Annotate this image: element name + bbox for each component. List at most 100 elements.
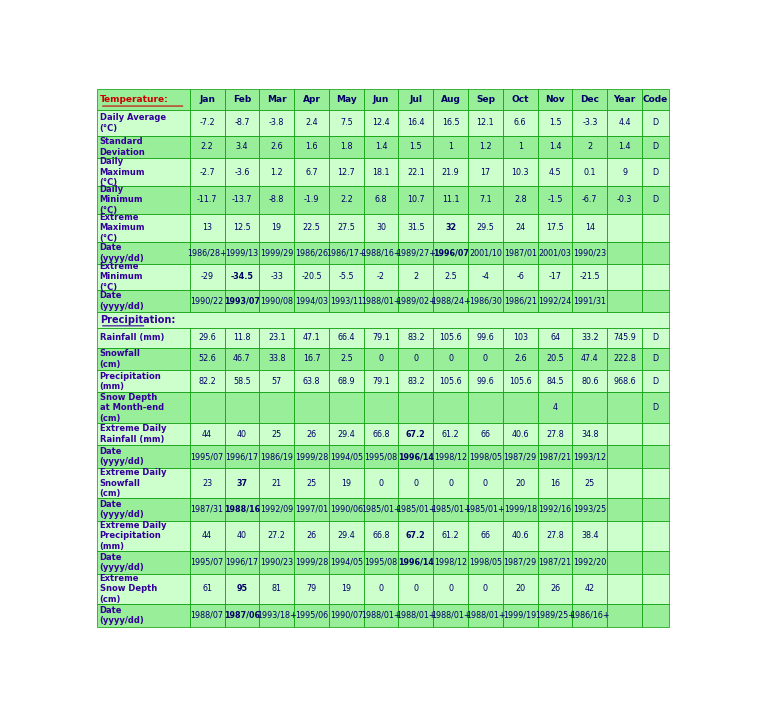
Bar (608, 135, 642, 158)
Bar (433, 574, 468, 604)
Text: 10.3: 10.3 (512, 167, 529, 177)
Bar (503, 370, 538, 392)
Text: 1999/19: 1999/19 (504, 611, 537, 620)
Bar (190, 468, 224, 498)
Text: -5.5: -5.5 (338, 272, 354, 281)
Bar (329, 135, 364, 158)
Bar (468, 445, 503, 468)
Text: 1985/01+: 1985/01+ (466, 505, 505, 514)
Text: 16.7: 16.7 (303, 354, 320, 364)
Bar (608, 328, 642, 347)
Bar (608, 347, 642, 370)
Bar (468, 370, 503, 392)
Text: 1995/07: 1995/07 (190, 558, 224, 567)
Text: 0: 0 (413, 584, 419, 593)
Bar (294, 604, 329, 627)
Bar (608, 520, 642, 552)
Bar (468, 552, 503, 574)
Bar (503, 110, 538, 135)
Text: 1988/01+: 1988/01+ (466, 611, 505, 620)
Text: 2.6: 2.6 (270, 143, 283, 152)
Text: 2.5: 2.5 (444, 272, 457, 281)
Bar (190, 347, 224, 370)
Bar (538, 186, 573, 214)
Text: 0: 0 (378, 479, 384, 488)
Text: 1985/01+: 1985/01+ (361, 505, 401, 514)
Text: Date
(yyyy/dd): Date (yyyy/dd) (100, 605, 145, 625)
Bar (399, 242, 433, 264)
Bar (608, 89, 642, 110)
Bar (190, 89, 224, 110)
Text: 1992/20: 1992/20 (574, 558, 607, 567)
Bar (538, 520, 573, 552)
Text: 66.4: 66.4 (337, 333, 355, 342)
Text: Nov: Nov (545, 95, 565, 104)
Bar (608, 158, 642, 186)
Bar (97, 520, 190, 552)
Text: 19: 19 (341, 479, 351, 488)
Bar (294, 347, 329, 370)
Bar (294, 110, 329, 135)
Text: 66.8: 66.8 (372, 532, 390, 540)
Bar (294, 445, 329, 468)
Bar (224, 604, 259, 627)
Bar (294, 135, 329, 158)
Bar (433, 498, 468, 520)
Bar (573, 264, 608, 290)
Text: 29.6: 29.6 (198, 333, 216, 342)
Text: -33: -33 (270, 272, 283, 281)
Bar (259, 328, 294, 347)
Bar (329, 110, 364, 135)
Bar (399, 186, 433, 214)
Bar (224, 214, 259, 242)
Bar (573, 370, 608, 392)
Bar (538, 110, 573, 135)
Text: Extreme
Maximum
(°C): Extreme Maximum (°C) (100, 213, 146, 242)
Bar (642, 520, 669, 552)
Text: -0.3: -0.3 (617, 196, 632, 204)
Bar (259, 158, 294, 186)
Bar (642, 445, 669, 468)
Text: Date
(yyyy/dd): Date (yyyy/dd) (100, 243, 145, 262)
Text: -20.5: -20.5 (301, 272, 322, 281)
Bar (538, 370, 573, 392)
Bar (259, 135, 294, 158)
Bar (642, 370, 669, 392)
Bar (224, 89, 259, 110)
Bar (573, 347, 608, 370)
Bar (329, 520, 364, 552)
Text: 27.8: 27.8 (546, 430, 564, 439)
Text: -3.8: -3.8 (269, 118, 284, 128)
Text: 1993/12: 1993/12 (574, 452, 606, 461)
Text: Extreme Daily
Precipitation
(mm): Extreme Daily Precipitation (mm) (100, 521, 166, 551)
Bar (573, 423, 608, 445)
Text: 30: 30 (376, 223, 386, 233)
Text: 1987/29: 1987/29 (504, 558, 537, 567)
Bar (573, 110, 608, 135)
Bar (538, 392, 573, 423)
Bar (608, 445, 642, 468)
Text: 83.2: 83.2 (407, 376, 425, 386)
Bar (329, 468, 364, 498)
Bar (503, 423, 538, 445)
Text: 1988/01+: 1988/01+ (361, 296, 401, 306)
Bar (642, 158, 669, 186)
Bar (97, 445, 190, 468)
Bar (190, 552, 224, 574)
Text: 1995/07: 1995/07 (190, 452, 224, 461)
Text: Daily
Minimum
(°C): Daily Minimum (°C) (100, 185, 143, 215)
Bar (190, 264, 224, 290)
Bar (224, 392, 259, 423)
Bar (224, 370, 259, 392)
Text: -13.7: -13.7 (231, 196, 252, 204)
Text: 57: 57 (272, 376, 282, 386)
Text: 79.1: 79.1 (372, 333, 390, 342)
Text: 99.6: 99.6 (477, 376, 495, 386)
Text: Jan: Jan (199, 95, 215, 104)
Text: 1990/07: 1990/07 (330, 611, 363, 620)
Bar (190, 574, 224, 604)
Bar (573, 89, 608, 110)
Bar (97, 423, 190, 445)
Text: Code: Code (643, 95, 668, 104)
Bar (503, 574, 538, 604)
